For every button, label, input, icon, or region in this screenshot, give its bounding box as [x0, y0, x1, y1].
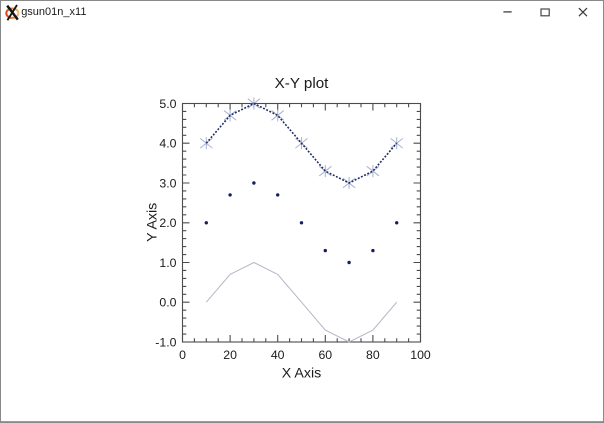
- svg-text:0: 0: [179, 348, 186, 362]
- svg-text:40: 40: [271, 348, 285, 362]
- svg-text:60: 60: [318, 348, 332, 362]
- svg-text:100: 100: [410, 348, 431, 362]
- svg-text:X Axis: X Axis: [282, 366, 321, 382]
- svg-text:-1.0: -1.0: [155, 335, 176, 349]
- svg-text:3.0: 3.0: [159, 176, 176, 190]
- svg-text:5.0: 5.0: [159, 97, 176, 111]
- svg-text:20: 20: [223, 348, 237, 362]
- svg-text:4.0: 4.0: [159, 137, 176, 151]
- svg-text:Y Axis: Y Axis: [144, 203, 160, 242]
- svg-text:1.0: 1.0: [159, 256, 176, 270]
- svg-text:0.0: 0.0: [159, 296, 176, 310]
- svg-text:80: 80: [366, 348, 380, 362]
- svg-text:gsun01n_x11: gsun01n_x11: [21, 6, 86, 18]
- svg-text:X-Y plot: X-Y plot: [275, 75, 330, 92]
- svg-text:2.0: 2.0: [159, 216, 176, 230]
